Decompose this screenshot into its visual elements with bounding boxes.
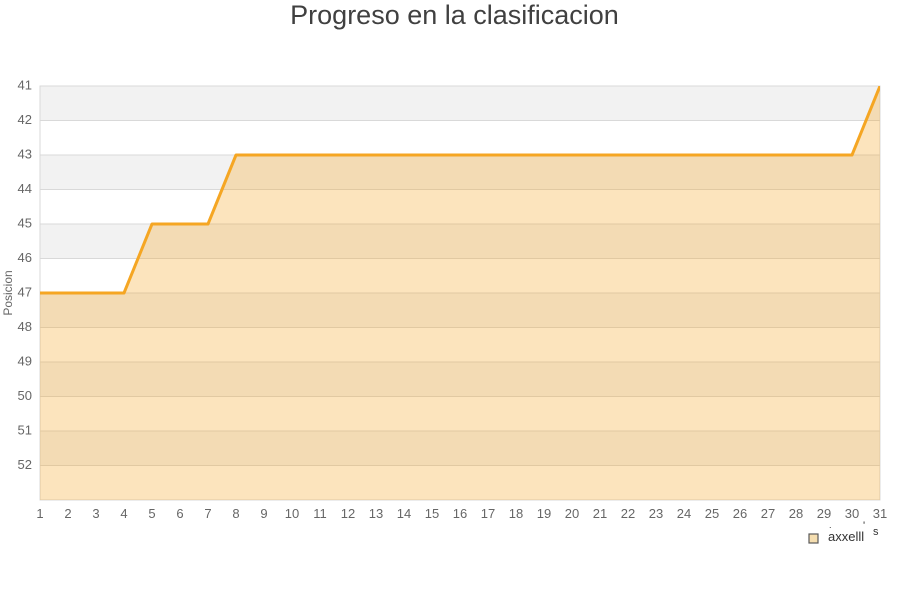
svg-text:31: 31 xyxy=(873,506,887,521)
svg-text:23: 23 xyxy=(649,506,663,521)
svg-text:6: 6 xyxy=(176,506,183,521)
svg-text:7: 7 xyxy=(204,506,211,521)
svg-text:24: 24 xyxy=(677,506,691,521)
svg-text:axxelll: axxelll xyxy=(828,529,864,544)
svg-text:20: 20 xyxy=(565,506,579,521)
svg-text:25: 25 xyxy=(705,506,719,521)
svg-text:9: 9 xyxy=(260,506,267,521)
svg-text:49: 49 xyxy=(18,353,32,368)
svg-text:18: 18 xyxy=(509,506,523,521)
svg-text:14: 14 xyxy=(397,506,411,521)
svg-text:1: 1 xyxy=(36,506,43,521)
svg-text:46: 46 xyxy=(18,250,32,265)
svg-text:17: 17 xyxy=(481,506,495,521)
svg-text:22: 22 xyxy=(621,506,635,521)
svg-text:27: 27 xyxy=(761,506,775,521)
svg-text:13: 13 xyxy=(369,506,383,521)
svg-text:42: 42 xyxy=(18,112,32,127)
svg-text:45: 45 xyxy=(18,215,32,230)
svg-text:51: 51 xyxy=(18,422,32,437)
svg-text:47: 47 xyxy=(18,284,32,299)
svg-text:26: 26 xyxy=(733,506,747,521)
svg-text:11: 11 xyxy=(313,506,327,521)
svg-text:15: 15 xyxy=(425,506,439,521)
svg-text:28: 28 xyxy=(789,506,803,521)
svg-text:43: 43 xyxy=(18,146,32,161)
svg-text:10: 10 xyxy=(285,506,299,521)
svg-text:21: 21 xyxy=(593,506,607,521)
svg-text:12: 12 xyxy=(341,506,355,521)
svg-text:2: 2 xyxy=(64,506,71,521)
svg-text:16: 16 xyxy=(453,506,467,521)
svg-text:5: 5 xyxy=(148,506,155,521)
svg-text:52: 52 xyxy=(18,457,32,472)
svg-text:41: 41 xyxy=(18,77,32,92)
svg-text:48: 48 xyxy=(18,319,32,334)
svg-text:.: . xyxy=(829,520,832,530)
svg-text:3: 3 xyxy=(92,506,99,521)
svg-text:30: 30 xyxy=(845,506,859,521)
svg-text:8: 8 xyxy=(232,506,239,521)
svg-text:50: 50 xyxy=(18,388,32,403)
svg-text:': ' xyxy=(863,520,865,532)
svg-text:Posicion: Posicion xyxy=(1,270,15,315)
svg-text:19: 19 xyxy=(537,506,551,521)
svg-text:29: 29 xyxy=(817,506,831,521)
svg-text:44: 44 xyxy=(18,181,32,196)
svg-text:4: 4 xyxy=(120,506,127,521)
svg-text:s: s xyxy=(873,526,879,538)
